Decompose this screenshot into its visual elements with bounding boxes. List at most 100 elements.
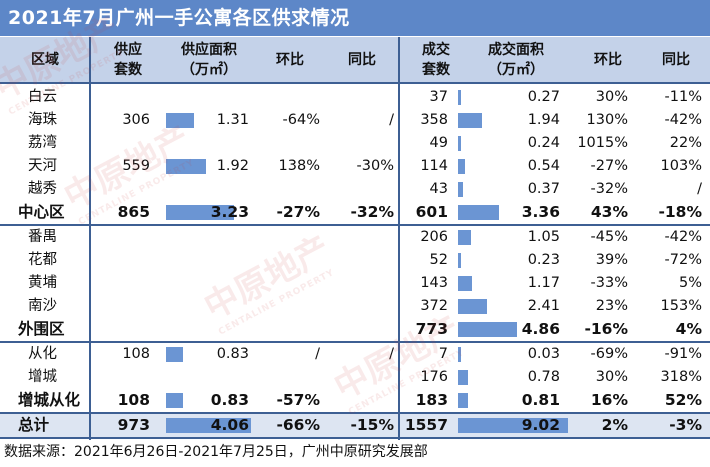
cell-supply-mom	[254, 178, 320, 201]
deal-area-bar	[458, 90, 462, 105]
cell-deal-yoy: -42%	[664, 229, 702, 245]
cell-supply-units	[92, 86, 150, 109]
cell-deal-mom: 1015%	[577, 135, 628, 151]
header-deal-units-label: 成交 套数	[422, 41, 450, 78]
header-supply-units-label: 供应 套数	[114, 41, 142, 78]
cell-supply-yoy: -30%	[356, 158, 394, 174]
cell-deal-area: 1.05	[527, 229, 560, 245]
header-supply-area-label: 供应面积 （万㎡）	[181, 41, 237, 78]
cell-district: 番禺	[28, 229, 57, 245]
cell-supply-units	[92, 366, 150, 389]
deal-area-bar	[458, 113, 482, 128]
cell-deal-units: 49	[429, 135, 448, 151]
cell-supply-mom	[254, 226, 320, 249]
cell-supply-mom	[254, 132, 320, 155]
cell-deal-mom: 130%	[586, 112, 628, 128]
deal-area-bar	[458, 136, 461, 151]
cell-deal-mom: 2%	[601, 416, 628, 434]
cell-supply-yoy: /	[389, 112, 394, 128]
cell-supply-units: 559	[122, 158, 150, 174]
deal-area-bar	[458, 299, 488, 314]
cell-supply-area	[164, 178, 249, 201]
table-row: 荔湾 49 0.24 1015% 22%	[0, 132, 710, 155]
subtotal-row: 增城从化 108 0.83 -57% 183 0.81 16% 52%	[0, 389, 710, 412]
table-row: 增城 176 0.78 30% 318%	[0, 366, 710, 389]
cell-deal-area: 0.24	[527, 135, 560, 151]
table-row: 越秀 43 0.37 -32% /	[0, 178, 710, 201]
cell-deal-mom: -32%	[590, 181, 628, 197]
cell-deal-yoy: -91%	[664, 346, 702, 362]
cell-deal-area: 0.78	[527, 369, 560, 385]
table-row: 花都 52 0.23 39% -72%	[0, 249, 710, 272]
cell-district: 花都	[28, 252, 57, 268]
cell-district: 荔湾	[28, 135, 57, 151]
subtotal-row: 外围区 773 4.86 -16% 4%	[0, 318, 710, 341]
cell-supply-mom: 138%	[278, 158, 320, 174]
deal-area-bar	[458, 322, 518, 337]
group-separator	[0, 341, 710, 343]
cell-supply-units	[92, 132, 150, 155]
cell-deal-mom: 23%	[595, 298, 628, 314]
cell-deal-units: 358	[420, 112, 448, 128]
cell-deal-area: 0.03	[527, 346, 560, 362]
cell-supply-units	[92, 249, 150, 272]
cell-deal-units: 773	[415, 320, 448, 338]
table-row: 天河 559 1.92 138% -30% 114 0.54 -27% 103%	[0, 155, 710, 178]
cell-supply-area: 0.83	[210, 391, 249, 409]
table-bottom-rule	[0, 437, 710, 439]
deal-area-bar	[458, 370, 468, 385]
deal-area-bar	[458, 230, 471, 245]
cell-supply-units: 108	[117, 391, 150, 409]
header-deal-area: 成交面积 （万㎡）	[456, 37, 576, 82]
cell-supply-yoy	[326, 272, 394, 295]
cell-district: 白云	[28, 89, 57, 105]
cell-deal-mom: 43%	[590, 203, 628, 221]
cell-deal-yoy: -18%	[658, 203, 702, 221]
deal-area-bar	[458, 347, 461, 362]
deal-area-bar	[458, 159, 465, 174]
cell-deal-area: 1.17	[527, 275, 560, 291]
cell-deal-units: 176	[420, 369, 448, 385]
cell-supply-area: 1.92	[216, 158, 249, 174]
cell-deal-area: 4.86	[521, 320, 560, 338]
cell-supply-mom: /	[315, 346, 320, 362]
cell-deal-units: 37	[429, 89, 448, 105]
cell-deal-mom: -45%	[590, 229, 628, 245]
subtotal-row: 中心区 865 3.23 -27% -32% 601 3.36 43% -18%	[0, 201, 710, 224]
cell-supply-area	[164, 226, 249, 249]
supply-area-bar	[166, 418, 252, 433]
cell-deal-yoy: 5%	[678, 275, 702, 291]
cell-district: 中心区	[18, 203, 65, 221]
header-district-label: 区域	[31, 51, 59, 68]
cell-deal-units: 601	[415, 203, 448, 221]
cell-supply-units: 865	[117, 203, 150, 221]
cell-deal-mom: 30%	[595, 369, 628, 385]
column-divider-supply-deal	[398, 37, 400, 440]
cell-deal-yoy: -3%	[669, 416, 702, 434]
cell-district: 外围区	[18, 320, 65, 338]
cell-deal-area: 2.41	[527, 298, 560, 314]
header-deal-mom-label: 环比	[594, 51, 622, 68]
supply-area-bar	[166, 159, 207, 174]
cell-district: 海珠	[28, 112, 57, 128]
cell-supply-yoy: /	[389, 346, 394, 362]
deal-area-bar	[458, 393, 468, 408]
cell-supply-mom	[254, 295, 320, 318]
cell-deal-units: 143	[420, 275, 448, 291]
cell-district: 南沙	[28, 298, 57, 314]
cell-supply-area	[164, 272, 249, 295]
cell-district: 黄埔	[28, 275, 57, 291]
cell-deal-area: 0.54	[527, 158, 560, 174]
cell-deal-units: 1557	[404, 416, 448, 434]
header-deal-units: 成交 套数	[400, 37, 472, 82]
cell-supply-mom: -64%	[282, 112, 320, 128]
cell-supply-area: 0.83	[216, 346, 249, 362]
cell-deal-yoy: -11%	[664, 89, 702, 105]
deal-area-bar	[458, 418, 569, 433]
cell-supply-mom	[254, 249, 320, 272]
header-supply-mom-label: 环比	[276, 51, 304, 68]
group-separator	[0, 412, 710, 414]
deal-area-bar	[458, 182, 463, 197]
deal-area-bar	[458, 253, 461, 268]
header-deal-area-label: 成交面积 （万㎡）	[488, 41, 544, 78]
